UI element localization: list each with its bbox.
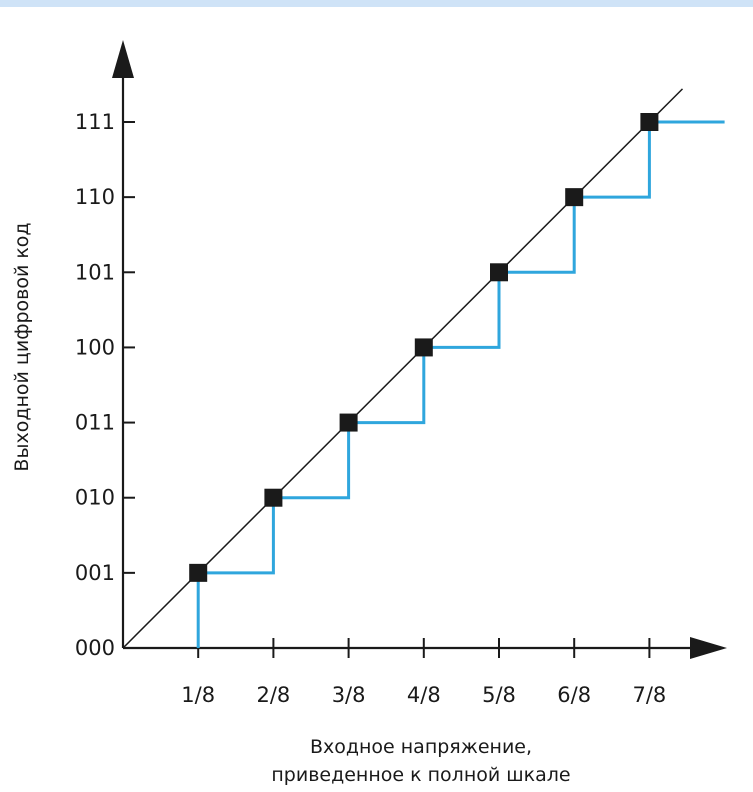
x-tick-label: 5/8 [482, 683, 516, 707]
y-tick-label: 100 [75, 335, 115, 359]
data-point-marker [565, 188, 584, 207]
data-point-marker [490, 263, 508, 282]
data-point-marker [640, 113, 659, 131]
x-tick-label: 2/8 [257, 683, 291, 707]
x-tick-label: 1/8 [181, 683, 215, 707]
x-axis-title-line2: приведенное к полной шкале [271, 764, 570, 786]
staircase-series-line [196, 120, 725, 648]
x-axis-title-line1: Входное напряжение, [310, 736, 532, 758]
y-tick-label: 011 [75, 411, 115, 435]
labels-layer: 000 001 010 011 100 101 110 111 1/8 2/8 3/8 4/8 5/8 6… [75, 110, 666, 707]
x-tick-label: 4/8 [407, 683, 441, 707]
data-point-marker [264, 488, 283, 507]
x-axis-arrow-icon [690, 637, 727, 659]
y-tick-label: 110 [75, 185, 115, 209]
data-point-marker [339, 413, 358, 432]
y-axis-arrow-icon [112, 40, 134, 78]
data-point-marker [189, 563, 208, 582]
ideal-transfer-line [122, 88, 684, 649]
data-point-marker [414, 338, 433, 357]
axes [112, 40, 727, 659]
x-tick-label: 7/8 [633, 683, 667, 707]
y-tick-label: 000 [75, 636, 115, 660]
x-tick-label: 6/8 [557, 683, 591, 707]
y-tick-label: 001 [75, 561, 115, 585]
top-band [0, 0, 753, 7]
markers-layer [189, 113, 659, 582]
y-tick-label: 101 [75, 260, 115, 284]
x-tick-label: 3/8 [332, 683, 366, 707]
y-tick-label: 010 [75, 486, 115, 510]
y-axis-title: Выходной цифровой код [11, 222, 33, 471]
y-tick-label: 111 [75, 110, 115, 134]
series-layer [122, 88, 725, 649]
